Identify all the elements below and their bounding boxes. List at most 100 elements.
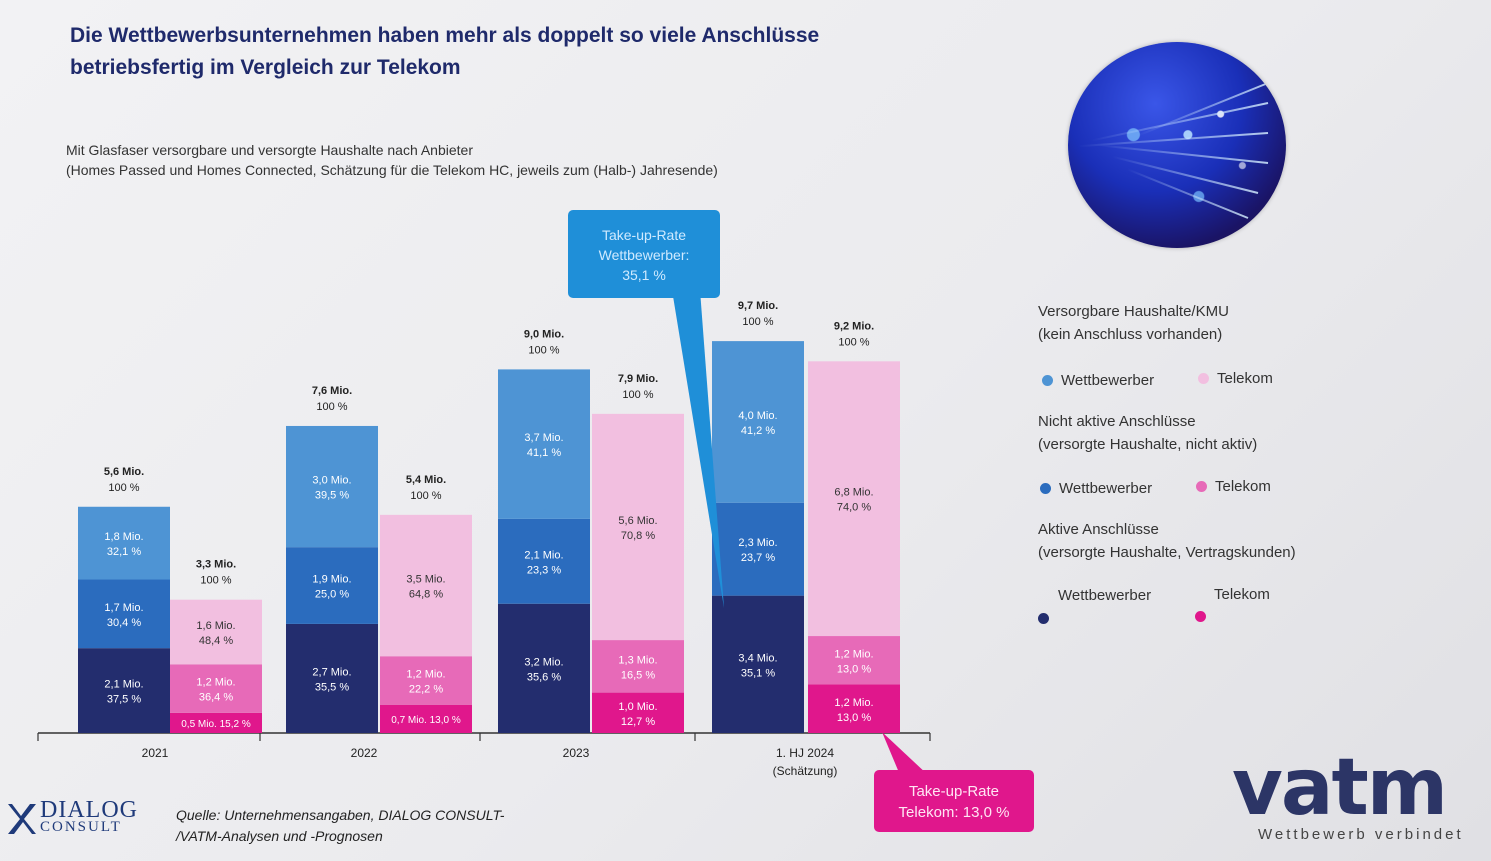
consult-logo-text: CONSULT (40, 819, 122, 835)
data-label-value: 1,3 Mio. (618, 654, 657, 666)
legend-item-wb-versorgbar: Wettbewerber (1042, 372, 1154, 389)
data-label-pct: 12,7 % (621, 716, 655, 728)
bar-total-label: 9,7 Mio. (738, 300, 778, 312)
legend-item-tk-versorgbar: Telekom (1198, 370, 1273, 387)
bar-segment-aktiv (592, 692, 684, 733)
data-label-value: 1,9 Mio. (312, 574, 351, 586)
subtitle-line-1: Mit Glasfaser versorgbare und versorgte … (66, 142, 473, 158)
legend-dot (1198, 373, 1209, 384)
bar-total-pct: 100 % (108, 482, 139, 494)
bar-segment-versorgbar (498, 369, 590, 519)
bar-segment-versorgbar (808, 361, 900, 637)
data-label-value: 5,6 Mio. (618, 515, 657, 527)
data-label-pct: 23,7 % (741, 552, 775, 564)
data-label-pct: 41,2 % (741, 425, 775, 437)
bar-total-pct: 100 % (838, 336, 869, 348)
x-tick-label: 2021 (142, 746, 169, 760)
bar-segment-aktiv (286, 623, 378, 733)
callout-text-telekom: Telekom: 13,0 % (899, 804, 1010, 821)
bar-segment-aktiv (170, 712, 262, 733)
vatm-tagline: Wettbewerb verbindet (1258, 826, 1464, 843)
bar-total-pct: 100 % (742, 316, 773, 328)
page-title: Die Wettbewerbsunternehmen haben mehr al… (70, 24, 820, 79)
vatm-logo: vatm Wettbewerb verbindet (1232, 743, 1488, 843)
bar-segment-aktiv (498, 603, 590, 733)
data-label-value: 3,5 Mio. (406, 574, 445, 586)
source-note: Quelle: Unternehmensangaben, DIALOG CONS… (176, 805, 504, 847)
data-label-value: 1,6 Mio. (196, 620, 235, 632)
legend-group-aktiv-title: Aktive Anschlüsse (1038, 521, 1159, 538)
bar-segment-nicht_aktiv (286, 547, 378, 624)
data-label-pct: 74,0 % (837, 502, 871, 514)
callout-pointer-telekom (882, 732, 928, 775)
legend-label: Telekom (1217, 370, 1273, 387)
callout-box-wettbewerber (568, 210, 720, 298)
legend-item-wb-aktiv-label: Wettbewerber (1058, 587, 1151, 604)
bar-segment-versorgbar (592, 413, 684, 641)
data-label-pct: 37,5 % (107, 694, 141, 706)
data-label-value: 2,1 Mio. (104, 679, 143, 691)
data-label-value: 3,7 Mio. (524, 432, 563, 444)
x-tick-label: 1. HJ 2024 (776, 746, 834, 760)
bar-segment-versorgbar (286, 425, 378, 548)
legend-group-versorgbar: Versorgbare Haushalte/KMU (kein Anschlus… (1038, 300, 1229, 346)
data-label-value: 2,1 Mio. (524, 549, 563, 561)
x-tick-label: 2023 (563, 746, 590, 760)
data-label-value: 0,7 Mio. 13,0 % (391, 715, 461, 726)
bar-segment-nicht_aktiv (380, 656, 472, 705)
callout-box-telekom (874, 770, 1034, 832)
callout-text-wettbewerber: 35,1 % (622, 267, 666, 283)
data-label-pct: 35,6 % (527, 671, 561, 683)
data-label-pct: 41,1 % (527, 447, 561, 459)
x-tick-note: (Schätzung) (773, 764, 838, 778)
subtitle-line-2: (Homes Passed und Homes Connected, Schät… (66, 162, 718, 178)
legend-dot (1042, 375, 1053, 386)
legend-label: Telekom (1214, 586, 1270, 603)
data-label-value: 3,0 Mio. (312, 475, 351, 487)
legend-item-wb-nicht-aktiv: Wettbewerber (1040, 480, 1152, 497)
data-label-pct: 23,3 % (527, 564, 561, 576)
data-label-value: 3,4 Mio. (738, 652, 777, 664)
legend-item-tk-nicht-aktiv: Telekom (1196, 478, 1271, 495)
data-label-value: 1,7 Mio. (104, 602, 143, 614)
data-label-pct: 39,5 % (315, 490, 349, 502)
legend-label: Wettbewerber (1058, 587, 1152, 604)
data-label-pct: 22,2 % (409, 683, 443, 695)
data-label-value: 1,0 Mio. (618, 701, 657, 713)
bar-segment-aktiv (808, 684, 900, 733)
data-label-pct: 70,8 % (621, 530, 655, 542)
callout-text-wettbewerber: Wettbewerber: (599, 247, 690, 263)
dialog-consult-icon (8, 804, 36, 834)
legend-dot (1196, 481, 1207, 492)
data-label-value: 2,3 Mio. (738, 537, 777, 549)
bar-total-label: 9,2 Mio. (834, 320, 874, 332)
legend-item-tk-aktiv-label: Telekom (1214, 586, 1270, 603)
bar-segment-aktiv (380, 704, 472, 733)
data-label-value: 1,2 Mio. (834, 697, 873, 709)
bar-total-label: 5,4 Mio. (406, 474, 446, 486)
data-label-value: 3,2 Mio. (524, 656, 563, 668)
data-label-pct: 35,5 % (315, 681, 349, 693)
bar-total-pct: 100 % (528, 344, 559, 356)
dialog-consult-logo: DIALOG CONSULT (6, 797, 138, 838)
bar-total-pct: 100 % (316, 401, 347, 413)
data-label-pct: 48,4 % (199, 635, 233, 647)
legend-dot-wb-aktiv (1038, 613, 1049, 624)
bar-segment-nicht_aktiv (808, 636, 900, 685)
callout-text-wettbewerber: Take-up-Rate (602, 227, 686, 243)
legend-group-nicht-aktiv: Nicht aktive Anschlüsse (versorgte Haush… (1038, 410, 1257, 456)
data-label-pct: 30,4 % (107, 617, 141, 629)
data-label-pct: 36,4 % (199, 692, 233, 704)
vatm-wordmark: vatm (1232, 743, 1448, 833)
bar-segment-nicht_aktiv (592, 640, 684, 693)
dialog-logo-text: DIALOG (40, 797, 138, 823)
data-label-pct: 35,1 % (741, 667, 775, 679)
data-label-value: 1,2 Mio. (834, 648, 873, 660)
bar-segment-nicht_aktiv (498, 518, 590, 604)
data-label-pct: 64,8 % (409, 589, 443, 601)
bar-segment-nicht_aktiv (712, 502, 804, 596)
bar-total-label: 7,9 Mio. (618, 373, 658, 385)
source-line-1: Quelle: Unternehmensangaben, DIALOG CONS… (176, 807, 505, 823)
data-label-pct: 16,5 % (621, 669, 655, 681)
